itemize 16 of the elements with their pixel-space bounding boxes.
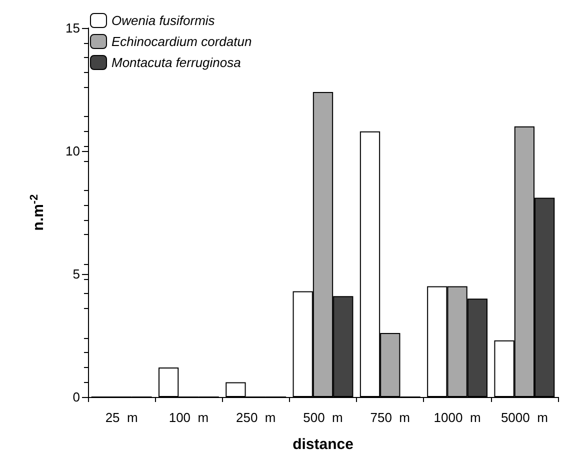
legend-label: Montacuta ferruginosa	[112, 55, 241, 70]
legend-label: Echinocardium cordatun	[112, 34, 252, 49]
x-tick-label: 100 m	[168, 410, 209, 425]
x-tick-label: 5000 m	[500, 410, 548, 425]
x-tick-label: 25 m	[105, 410, 138, 425]
x-tick-label: 1000 m	[434, 410, 481, 425]
y-tick-label: 15	[66, 20, 80, 36]
y-tick-label: 5	[72, 266, 80, 282]
y-tick-label: 10	[66, 144, 80, 158]
x-tick-label: 500 m	[303, 410, 343, 425]
y-tick-label: 0	[72, 390, 80, 404]
y-axis-title: n.m-2	[28, 194, 47, 231]
legend-label: Owenia fusiformis	[112, 13, 216, 28]
x-axis-title: distance	[292, 436, 354, 453]
x-tick-label: 750 m	[370, 410, 410, 425]
x-tick-label: 250 m	[236, 410, 276, 425]
